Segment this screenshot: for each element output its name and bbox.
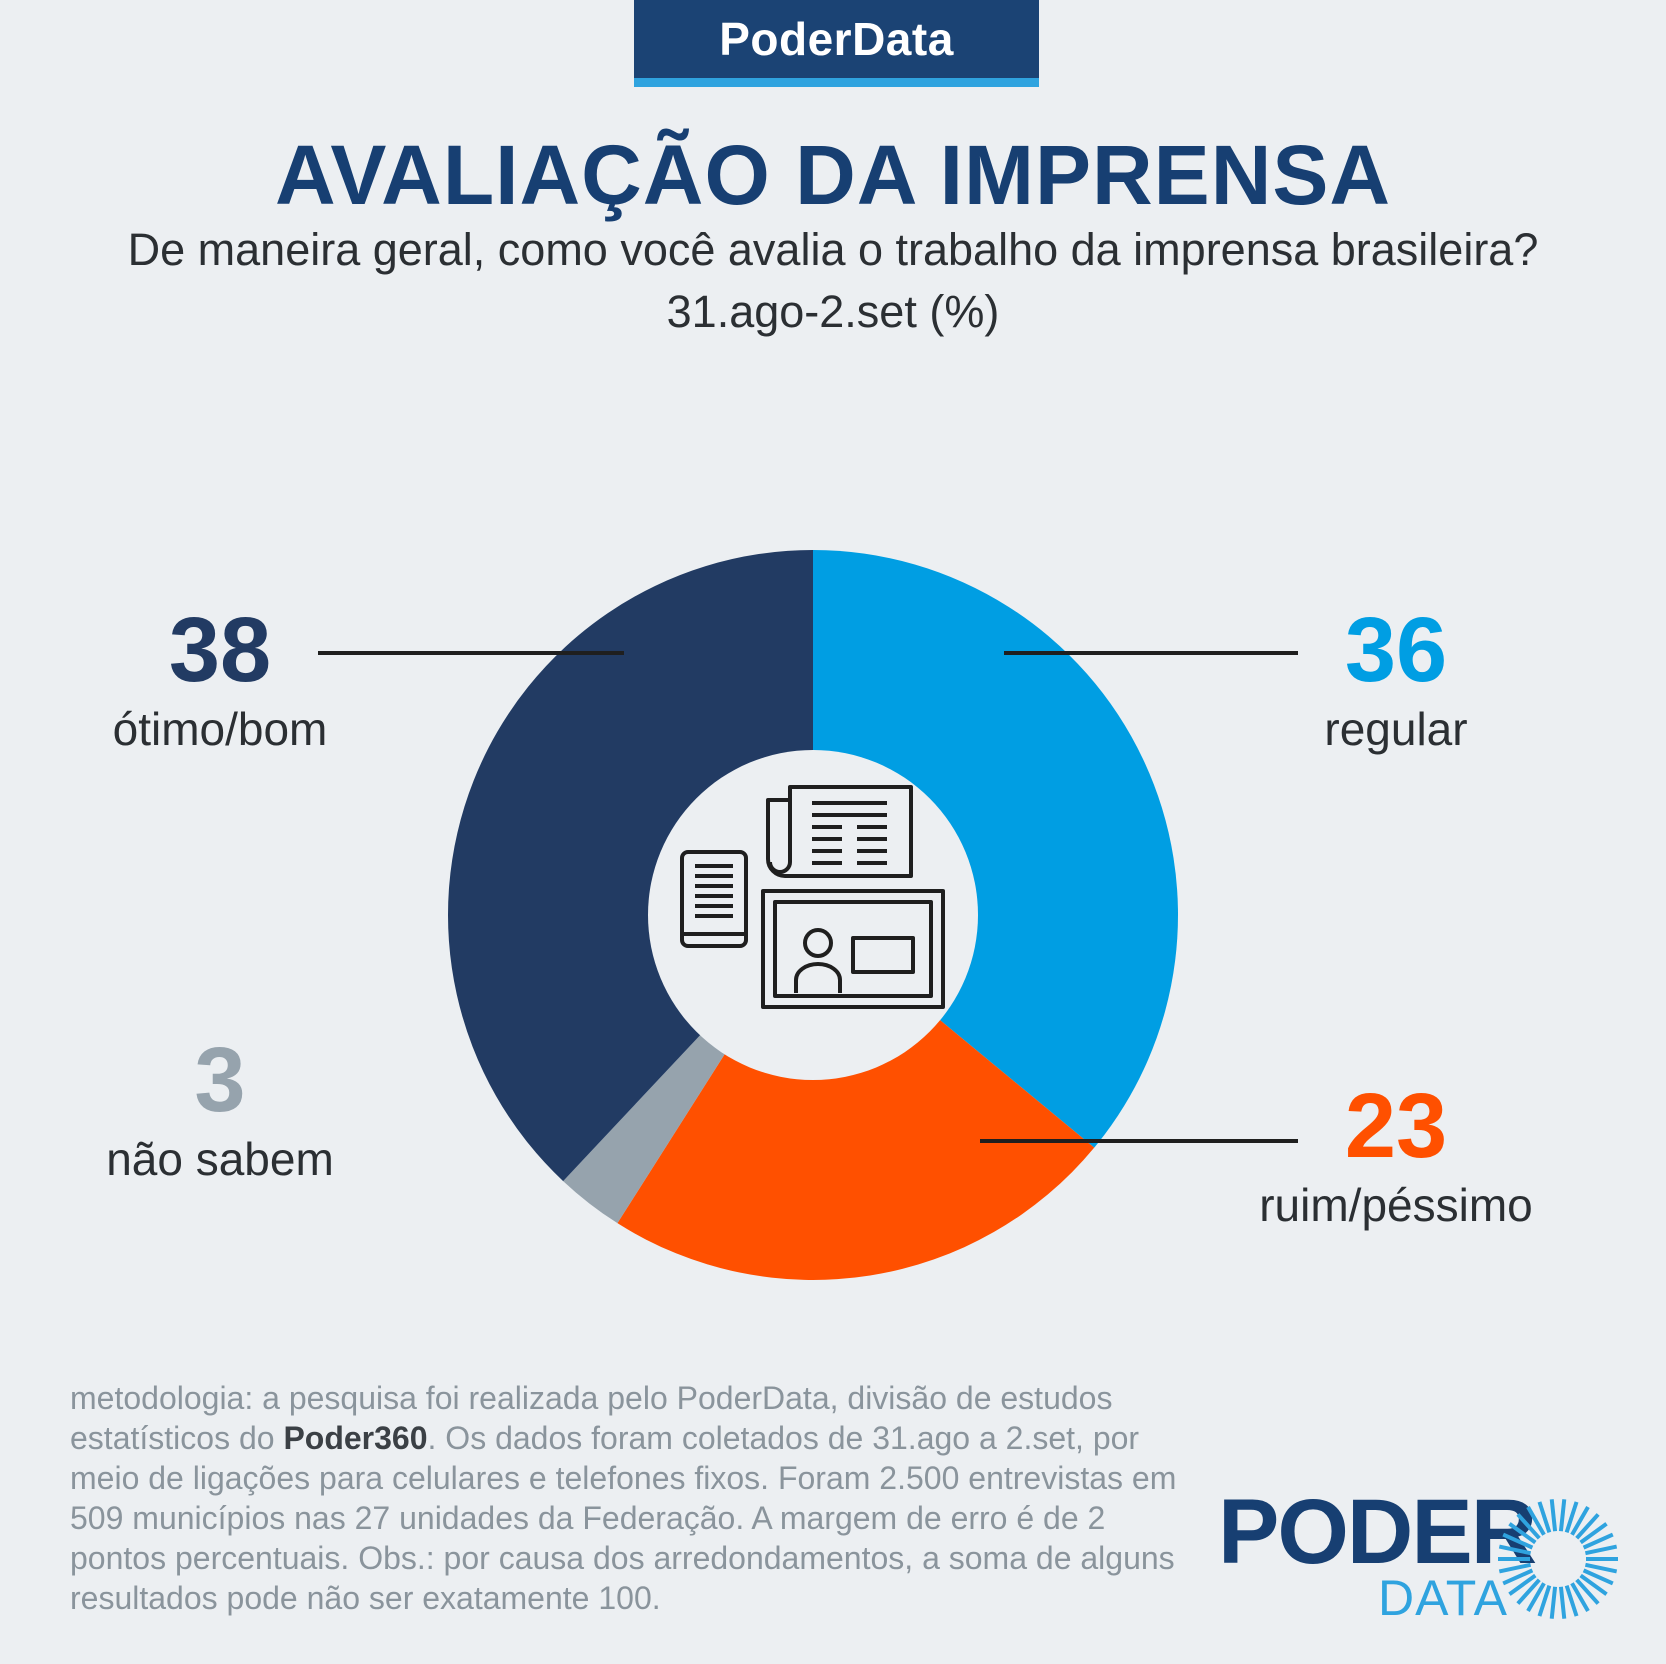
methodology-note: metodologia: a pesquisa foi realizada pe… [70, 1378, 1180, 1618]
sunburst-ray [1516, 1513, 1541, 1540]
value-label-regular: 36 [1345, 599, 1447, 701]
category-label-regular: regular [1324, 703, 1467, 755]
sunburst-ray [1558, 1586, 1567, 1619]
survey-period: 31.ago-2.set (%) [666, 286, 1000, 337]
newspaper-tv-media-icon [680, 785, 945, 1009]
sunburst-ray [1498, 1544, 1532, 1556]
category-label-nao-sabem: não sabem [106, 1133, 334, 1185]
methodology-text-2: . Os dados foram coletados de 31.ago a 2… [70, 1420, 1177, 1616]
sunburst-ray [1508, 1573, 1537, 1596]
slice-regular [813, 550, 1178, 1148]
sunburst-ray [1502, 1532, 1534, 1550]
poderdata-logo: PODER DATA [1210, 1486, 1630, 1626]
sunburst-ray [1582, 1532, 1614, 1550]
sunburst-ray [1498, 1562, 1532, 1574]
sunburst-ray [1584, 1544, 1618, 1556]
category-label-otimo-bom: ótimo/bom [113, 703, 328, 755]
chart-subtitle: De maneira geral, como você avalia o tra… [127, 224, 1539, 275]
sunburst-ray [1508, 1522, 1537, 1545]
value-label-ruim-pessimo: 23 [1345, 1075, 1447, 1177]
slice-ruim-p-ssimo [617, 915, 1095, 1280]
sunburst-ray [1516, 1578, 1541, 1605]
sunburst-ray [1526, 1582, 1546, 1612]
brand-name: PoderData [719, 13, 954, 65]
value-label-otimo-bom: 38 [169, 599, 271, 701]
chart-title: AVALIAÇÃO DA IMPRENSA [274, 128, 1392, 222]
sunburst-ray [1558, 1499, 1567, 1532]
sunburst-ray [1564, 1501, 1579, 1533]
sunburst-ray [1564, 1585, 1579, 1617]
methodology-text-1: metodologia: a pesquisa foi realizada pe… [70, 1380, 1113, 1456]
sunburst-ray [1537, 1585, 1552, 1617]
sunburst-ray [1502, 1568, 1534, 1586]
sunburst-ray [1570, 1506, 1590, 1536]
sunburst-ray [1575, 1578, 1600, 1605]
sunburst-ray [1570, 1582, 1590, 1612]
sunburst-ray [1526, 1506, 1546, 1536]
sunburst-icon [1498, 1499, 1618, 1619]
sunburst-ray [1579, 1573, 1608, 1596]
category-label-ruim-pessimo: ruim/péssimo [1259, 1179, 1533, 1231]
logo-word-poder: PODER [1218, 1481, 1537, 1583]
sunburst-ray [1575, 1513, 1600, 1540]
brand-header: PoderData [634, 0, 1039, 87]
sunburst-ray [1582, 1568, 1614, 1586]
donut-chart: 38 ótimo/bom 36 regular 3 não sabem 23 r… [106, 550, 1533, 1280]
sunburst-ray [1537, 1501, 1552, 1533]
value-label-nao-sabem: 3 [194, 1029, 245, 1131]
sunburst-ray [1584, 1562, 1618, 1574]
methodology-bold: Poder360 [283, 1420, 428, 1456]
sunburst-ray [1579, 1522, 1608, 1545]
logo-word-data: DATA [1378, 1570, 1508, 1626]
sunburst-ray [1549, 1499, 1558, 1532]
slice--timo-bom [448, 550, 813, 1182]
sunburst-ray [1549, 1586, 1558, 1619]
